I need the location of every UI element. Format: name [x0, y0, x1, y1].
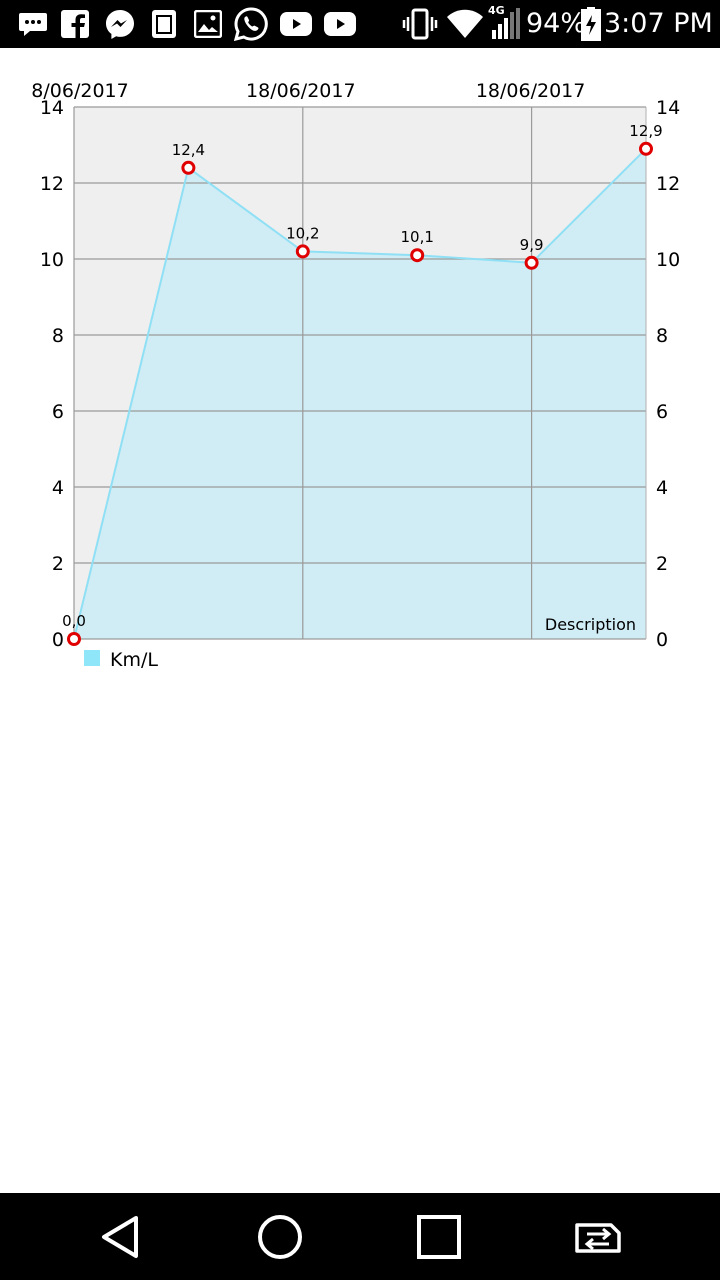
- y-tick-label-right: 2: [656, 553, 668, 575]
- clipboard-icon: [150, 8, 178, 40]
- legend-label: Km/L: [110, 649, 158, 671]
- data-label: 9,9: [520, 236, 544, 254]
- y-tick-label-left: 2: [52, 553, 64, 575]
- y-tick-label-right: 8: [656, 325, 668, 347]
- y-tick-label-left: 10: [40, 249, 64, 271]
- chart-description: Description: [545, 615, 636, 634]
- data-label: 10,1: [400, 228, 433, 246]
- recents-button[interactable]: [379, 1193, 499, 1280]
- x-tick-label: 8/06/2017: [31, 80, 128, 102]
- y-tick-label-left: 0: [52, 629, 64, 651]
- back-button[interactable]: [60, 1193, 180, 1280]
- y-tick-label-right: 12: [656, 173, 680, 195]
- switch-sim-icon: [575, 1222, 621, 1253]
- y-tick-label-left: 8: [52, 325, 64, 347]
- chart-svg: 8/06/2017 18/06/2017 18/06/2017 0 0 2 2 4 4 6 6 8 8 1…: [31, 80, 680, 671]
- messenger-icon: [104, 8, 136, 40]
- wifi-icon: [446, 8, 484, 40]
- facebook-icon: [60, 8, 90, 40]
- chat-icon: [18, 8, 48, 40]
- battery-charging-icon: [580, 7, 602, 41]
- youtube-icon: [280, 8, 312, 40]
- data-point: [295, 244, 310, 259]
- x-tick-label: 18/06/2017: [246, 80, 356, 102]
- data-label: 10,2: [286, 224, 319, 242]
- y-tick-label-left: 14: [40, 97, 64, 119]
- y-tick-label-right: 10: [656, 249, 680, 271]
- data-label: 0,0: [62, 612, 86, 630]
- chart: 8/06/2017 18/06/2017 18/06/2017 0 0 2 2 4 4 6 6 8 8 1…: [0, 48, 720, 728]
- whatsapp-icon: [234, 7, 268, 41]
- signal-icon: [488, 8, 522, 40]
- data-point: [67, 632, 81, 646]
- data-point: [524, 255, 539, 270]
- back-icon: [102, 1215, 138, 1258]
- y-tick-label-left: 4: [52, 477, 64, 499]
- recents-icon: [417, 1214, 461, 1259]
- vibrate-icon: [402, 8, 438, 40]
- switch-sim-button[interactable]: [538, 1193, 658, 1280]
- youtube-icon: [324, 8, 356, 40]
- network-type-label: 4G: [488, 4, 505, 17]
- battery-percent: 94%: [526, 8, 587, 39]
- home-button[interactable]: [220, 1193, 340, 1280]
- data-label: 12,9: [629, 122, 662, 140]
- area-fill: [74, 148, 646, 640]
- x-tick-label: 18/06/2017: [476, 80, 586, 102]
- data-point: [181, 160, 196, 175]
- y-tick-label-right: 14: [656, 97, 680, 119]
- clock: 3:07 PM: [604, 8, 713, 39]
- series-line: [73, 148, 647, 640]
- y-tick-label-right: 4: [656, 477, 668, 499]
- status-bar: 4G 94% 3:07 PM: [0, 0, 720, 48]
- y-tick-label-left: 12: [40, 173, 64, 195]
- navigation-bar: [0, 1193, 720, 1280]
- y-tick-label-right: 0: [656, 629, 668, 651]
- home-icon: [258, 1214, 302, 1259]
- y-tick-label-right: 6: [656, 401, 668, 423]
- y-tick-label-left: 6: [52, 401, 64, 423]
- data-point: [410, 248, 425, 263]
- data-point: [639, 141, 653, 156]
- gallery-icon: [194, 8, 222, 40]
- legend-swatch: [84, 650, 100, 666]
- data-label: 12,4: [172, 141, 205, 159]
